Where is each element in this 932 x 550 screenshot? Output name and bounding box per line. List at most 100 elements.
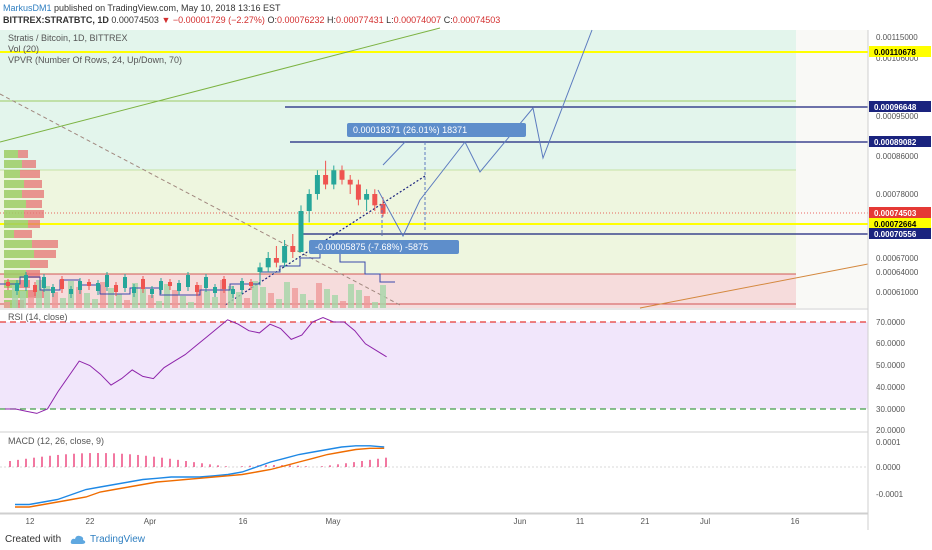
measure-down-text: -0.00005875 (-7.68%) -5875 xyxy=(315,242,428,252)
candle xyxy=(306,189,312,223)
volume-bar xyxy=(140,289,146,308)
open-value: 0.00076232 xyxy=(276,15,325,25)
candle xyxy=(123,274,127,292)
volume-bar xyxy=(300,294,306,308)
svg-text:0.00074503: 0.00074503 xyxy=(874,209,917,218)
macd-legend[interactable]: MACD (12, 26, close, 9) xyxy=(8,436,105,446)
vpvr-legend[interactable]: VPVR (Number Of Rows, 24, Up/Down, 70) xyxy=(8,55,183,65)
volume-bar xyxy=(332,295,338,308)
publish-line: MarkusDM1 published on TradingView.com, … xyxy=(3,3,281,13)
time-axis[interactable]: 12 22 Apr 16 May Jun 11 21 Jul 16 xyxy=(26,517,800,526)
candle xyxy=(298,205,304,252)
footer-bar: Created with TradingView xyxy=(0,531,932,550)
volume-bar xyxy=(20,291,26,308)
measure-up-label: 0.00018371 (26.01%) 18371 xyxy=(347,123,526,137)
volume-bar xyxy=(12,285,18,308)
rsi-tick: 20.0000 xyxy=(876,426,905,435)
volume-bar xyxy=(276,299,282,308)
price-tick: 0.00061000 xyxy=(876,288,919,297)
candlesticks xyxy=(6,160,386,298)
volume-bar xyxy=(292,288,298,308)
vpvr-row xyxy=(4,180,42,188)
time-tick: 21 xyxy=(641,517,650,526)
candle xyxy=(222,276,226,293)
macd-ticks: 0.0001 0.0000 -0.0001 xyxy=(876,438,904,499)
candle xyxy=(168,279,172,290)
candle xyxy=(150,286,154,298)
rsi-tick: 30.0000 xyxy=(876,405,905,414)
vpvr-row xyxy=(4,240,58,248)
candle xyxy=(290,234,296,258)
volume-bar xyxy=(252,281,258,308)
measure-up-text: 0.00018371 (26.01%) 18371 xyxy=(353,125,467,135)
main-pane-title[interactable]: Stratis / Bitcoin, 1D, BITTREX xyxy=(8,33,128,43)
candle xyxy=(105,272,109,291)
candle xyxy=(372,189,378,211)
volume-bar xyxy=(340,301,346,308)
volume-bar xyxy=(284,282,290,308)
candle xyxy=(249,279,253,290)
tradingview-cloud-icon xyxy=(70,535,86,544)
price-label: 0.00089082 xyxy=(869,136,931,147)
candle xyxy=(186,272,190,291)
price-label: 0.00074503 xyxy=(869,207,931,218)
candle xyxy=(33,282,37,296)
volume-bar xyxy=(356,290,362,308)
volume-bar xyxy=(116,294,122,308)
vpvr-row xyxy=(4,220,40,228)
candle xyxy=(6,279,10,290)
macd-tick: 0.0000 xyxy=(876,463,901,472)
price-axis[interactable] xyxy=(868,30,932,530)
author-link[interactable]: MarkusDM1 xyxy=(3,3,52,13)
candle xyxy=(364,189,370,211)
volume-bar xyxy=(156,301,162,308)
volume-bar xyxy=(380,285,386,308)
candle xyxy=(15,280,19,295)
candle xyxy=(213,284,217,297)
macd-line xyxy=(15,445,385,506)
vpvr-row xyxy=(4,200,42,208)
time-tick: 12 xyxy=(26,517,35,526)
close-value: 0.00074503 xyxy=(452,15,501,25)
candle xyxy=(195,282,199,296)
vpvr-row xyxy=(4,160,36,168)
price-tick: 0.00086000 xyxy=(876,152,919,161)
rsi-legend[interactable]: RSI (14, close) xyxy=(8,312,68,322)
tradingview-brand[interactable]: TradingView xyxy=(90,534,146,545)
vpvr-row xyxy=(4,250,56,258)
candle xyxy=(141,276,145,293)
close-label: C: xyxy=(443,15,453,25)
volume-bar xyxy=(52,292,58,308)
published-text: published on TradingView.com, May 10, 20… xyxy=(54,3,281,13)
volume-bar xyxy=(260,287,266,308)
low-value: 0.00074007 xyxy=(393,15,442,25)
volume-bar xyxy=(124,300,130,308)
candle xyxy=(69,286,73,298)
volume-bar xyxy=(108,288,114,308)
volume-bar xyxy=(204,291,210,308)
future-zone xyxy=(796,30,868,308)
svg-text:0.00089082: 0.00089082 xyxy=(874,138,917,147)
created-with-text: Created with xyxy=(5,534,62,545)
volume-bar xyxy=(188,302,194,308)
high-label: H: xyxy=(327,15,337,25)
volume-bar xyxy=(364,296,370,308)
green-zone-upper xyxy=(0,30,796,170)
vpvr-row xyxy=(4,150,28,158)
volume-bar xyxy=(228,286,234,308)
candle xyxy=(87,279,91,290)
orange-trendline xyxy=(639,263,869,309)
vpvr-row xyxy=(4,210,44,218)
candle xyxy=(159,278,163,294)
high-value: 0.00077431 xyxy=(336,15,384,25)
candle xyxy=(347,175,353,194)
vol-legend[interactable]: Vol (20) xyxy=(8,44,40,54)
header-bar: MarkusDM1 published on TradingView.com, … xyxy=(0,0,932,30)
volume-bar xyxy=(76,287,82,308)
rsi-ticks: 70.0000 60.0000 50.0000 40.0000 30.0000 20.00… xyxy=(876,318,905,435)
price-tick: 0.00078000 xyxy=(876,190,919,199)
volume-bar xyxy=(268,293,274,308)
low-label: L: xyxy=(386,15,394,25)
volume-bar xyxy=(44,286,50,308)
